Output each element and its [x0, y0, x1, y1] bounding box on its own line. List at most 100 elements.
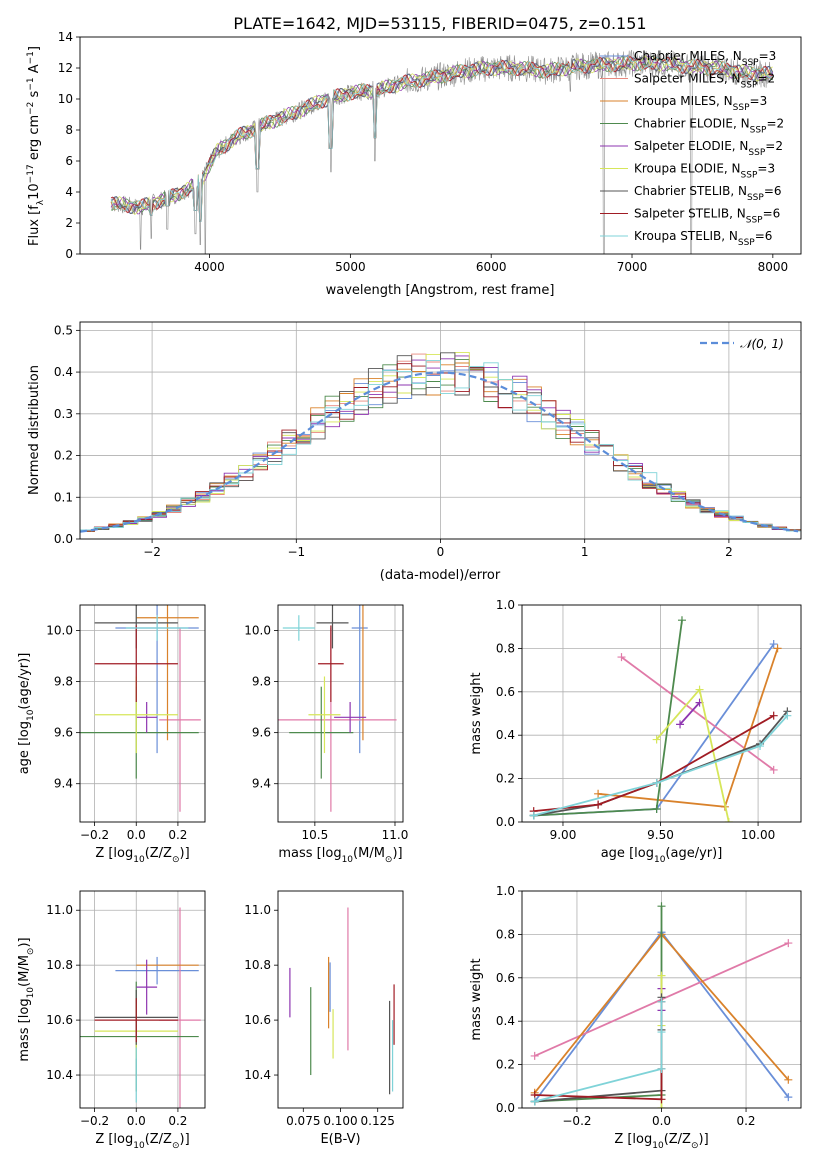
x-tick-label: 10.00 — [741, 828, 775, 842]
x-axis-label-part: Z [log — [95, 1132, 133, 1147]
x-axis-label-part: ⊙ — [172, 855, 180, 865]
legend-label: Chabrier MILES, NSSP=3 — [634, 49, 776, 68]
plot-area — [80, 907, 201, 1108]
y-tick-label: 0.2 — [496, 772, 515, 786]
weight-marker — [783, 711, 792, 720]
legend-label-part: Kroupa ELODIE, N — [634, 162, 741, 176]
legend-label-part: SSP — [741, 171, 758, 181]
x-tick-label: 0.075 — [286, 1114, 320, 1128]
x-axis-label: Z [log10(Z/Z⊙)] — [95, 846, 189, 865]
x-axis-label: Z [log10(Z/Z⊙)] — [614, 1132, 708, 1151]
weight-marker — [784, 939, 793, 948]
weight-marker — [657, 997, 666, 1006]
x-tick-label: −1 — [287, 545, 305, 559]
x-axis-label-part: 10 — [654, 855, 666, 865]
x-axis-label: E(B-V) — [320, 1132, 360, 1147]
plot-area — [289, 907, 395, 1095]
x-axis-label: age [log10(age/yr)] — [601, 846, 723, 865]
legend-label-part: Chabrier STELIB, N — [634, 184, 747, 198]
y-tick-label: 9.8 — [252, 675, 271, 689]
weight-marker — [657, 1064, 666, 1073]
x-tick-label: −0.2 — [80, 828, 109, 842]
legend-label: Kroupa STELIB, NSSP=6 — [634, 229, 772, 248]
y-tick-label: 11.0 — [46, 903, 73, 917]
y-tick-label: 10.6 — [244, 1013, 271, 1027]
legend-label-part: SSP — [750, 126, 767, 136]
axes-frame — [79, 604, 206, 823]
y-tick-label: 10.8 — [46, 958, 73, 972]
panel-age-vs-mass: 10.5 11.0 9.4 9.6 9.8 10.0 — [244, 604, 408, 842]
x-axis-label-part: )] — [180, 846, 190, 861]
legend-label-part: Chabrier MILES, N — [634, 49, 742, 63]
legend-label-part: =2 — [765, 139, 783, 153]
x-tick-label: 4000 — [194, 260, 225, 274]
x-tick-label: −2 — [143, 545, 161, 559]
legend-label-part: =3 — [759, 49, 777, 63]
y-tick-label: 14 — [58, 30, 73, 44]
y-tick-label: 9.8 — [54, 675, 73, 689]
y-tick-label: 0.1 — [54, 490, 73, 504]
weight-marker — [677, 616, 686, 625]
y-axis-label-part: Flux [f — [27, 205, 42, 246]
weight-marker — [529, 811, 538, 820]
x-tick-label: 0.125 — [361, 1114, 395, 1128]
legend-label-part: =2 — [757, 72, 775, 86]
weight-series-line — [533, 715, 788, 817]
weight-marker — [756, 742, 765, 751]
y-tick-label: 10.6 — [46, 1013, 73, 1027]
y-tick-label: 9.4 — [54, 777, 73, 791]
y-axis-label-part: ] — [27, 46, 42, 51]
y-axis-label-part: 10 — [27, 183, 42, 200]
axes-frame — [521, 604, 802, 823]
weight-marker — [657, 1028, 666, 1037]
x-tick-label: 6000 — [476, 260, 507, 274]
y-axis-label-part: λ — [36, 199, 46, 205]
y-tick-label: 10 — [58, 92, 73, 106]
y-axis-label: mass [log10(M/M⊙)] — [17, 937, 36, 1061]
x-axis-label: wavelength [Angstrom, rest frame] — [326, 283, 555, 298]
y-tick-label: 10.0 — [46, 624, 73, 638]
residual-histogram-step — [80, 360, 801, 532]
legend-label: 𝒩(0, 1) — [740, 337, 784, 351]
x-axis-label-part: 10 — [133, 1141, 145, 1151]
y-axis-label-part: ⊙ — [26, 948, 36, 956]
figure-title: PLATE=1642, MJD=53115, FIBERID=0475, z=0… — [233, 14, 646, 33]
weight-marker — [657, 1104, 666, 1108]
y-axis-label-part: mass [log — [17, 998, 32, 1061]
spectrum-series-line — [110, 55, 773, 222]
legend-label-part: SSP — [741, 81, 758, 91]
legend-label-part: Salpeter ELODIE, N — [634, 139, 748, 153]
x-axis-label-part: 10 — [652, 1141, 664, 1151]
spectrum-series-line — [110, 56, 774, 222]
x-tick-label: −0.2 — [562, 1114, 591, 1128]
x-tick-label: 5000 — [335, 260, 366, 274]
x-axis-label-part: 10 — [133, 855, 145, 865]
weight-marker — [724, 818, 733, 822]
y-axis-label-part: 10 — [26, 987, 36, 999]
legend-label-part: =3 — [750, 94, 768, 108]
x-tick-label: 0.2 — [736, 1114, 755, 1128]
legend-label-part: SSP — [738, 238, 755, 248]
weight-series-line — [534, 1001, 663, 1103]
x-tick-label: 8000 — [758, 260, 789, 274]
y-tick-label: 10.8 — [244, 958, 271, 972]
legend-label-part: Kroupa MILES, N — [634, 94, 733, 108]
x-tick-label: 9.50 — [647, 828, 674, 842]
x-tick-label: 10.5 — [301, 828, 328, 842]
weight-marker — [657, 1095, 666, 1104]
weight-marker — [617, 653, 626, 662]
y-axis-label: Normed distribution — [27, 365, 42, 495]
x-tick-label: 0.0 — [127, 1114, 146, 1128]
legend-label-part: SSP — [747, 193, 764, 203]
y-axis-label-part: −1 — [26, 51, 36, 64]
y-tick-label: 0.2 — [54, 449, 73, 463]
axes-frame — [79, 36, 802, 255]
axes-frame — [277, 604, 404, 823]
y-tick-label: 1.0 — [496, 884, 515, 898]
legend-label: Salpeter ELODIE, NSSP=2 — [634, 139, 783, 158]
legend-label-part: =2 — [766, 117, 784, 131]
x-tick-label: 2 — [725, 545, 733, 559]
legend-label-part: SSP — [748, 148, 765, 158]
weight-marker — [676, 720, 685, 729]
y-axis-label: Flux [fλ10−17 erg cm−2 s−1 A−1] — [26, 46, 46, 246]
